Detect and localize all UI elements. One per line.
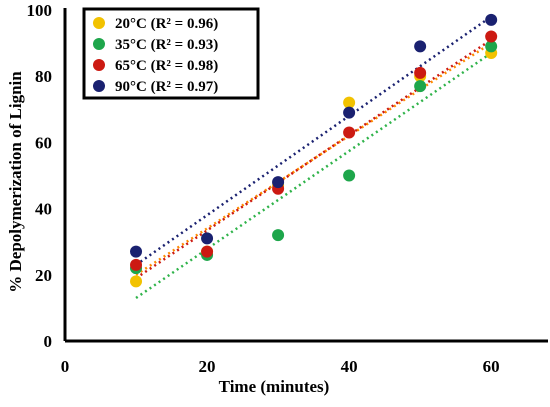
y-tick-label: 20 [35,266,52,285]
data-point [130,258,143,271]
data-point [201,245,214,258]
axes [63,8,548,343]
legend-label: 65°C (R² = 0.98) [115,58,218,74]
y-tick-label: 100 [27,1,53,20]
tick-labels: 0 20 40 60 0 20 40 60 80 100 [27,1,500,376]
legend-label: 90°C (R² = 0.97) [115,79,218,95]
data-point [272,176,285,189]
x-tick-label: 0 [61,357,70,376]
x-tick-label: 20 [199,357,216,376]
data-point [414,80,427,93]
data-point [272,229,285,242]
data-point [130,275,143,288]
y-axis-title: % Depolymerization of Lignin [6,71,25,293]
trendline-layer [135,15,492,299]
data-point [130,245,143,258]
legend: 20°C (R² = 0.96) 35°C (R² = 0.93) 65°C (R²… [82,7,260,100]
data-point [201,232,214,245]
data-point [485,13,498,26]
y-tick-label: 60 [35,133,52,152]
trendline [135,52,492,299]
legend-box [82,7,260,100]
data-point [343,96,356,109]
trendline [135,42,492,276]
y-tick-label: 80 [35,67,52,86]
data-point [343,169,356,182]
y-tick-label: 40 [35,200,52,219]
data-point [414,40,427,53]
y-tick-label: 0 [44,332,53,351]
legend-marker [93,17,105,29]
legend-marker [93,80,105,92]
x-tick-label: 60 [483,357,500,376]
legend-marker [93,38,105,50]
x-tick-label: 40 [341,357,358,376]
data-point [485,30,498,43]
legend-marker [93,59,105,71]
data-point [343,126,356,139]
data-point [485,40,498,53]
legend-label: 20°C (R² = 0.96) [115,16,218,32]
legend-label: 35°C (R² = 0.93) [115,37,218,53]
x-axis-title: Time (minutes) [219,377,330,396]
data-point [414,66,427,79]
data-point [343,106,356,119]
trendline [135,15,492,266]
data-point-layer [130,13,498,288]
